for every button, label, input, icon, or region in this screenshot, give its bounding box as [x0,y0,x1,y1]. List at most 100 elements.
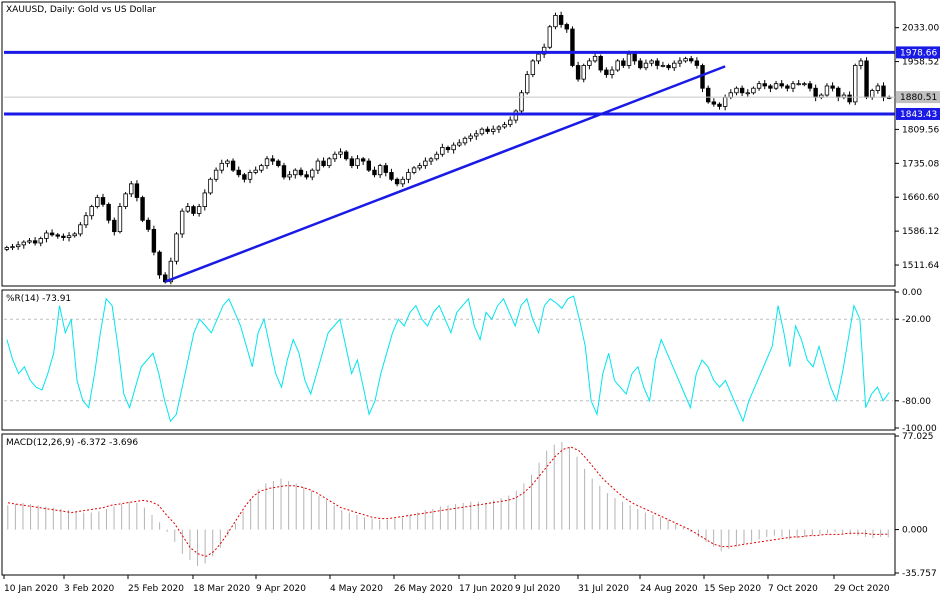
candle-body [298,169,304,176]
wr-indicator: 0.00 -20.00 -80.00 -100.00 [4,288,937,434]
x-tick-label: 7 Oct 2020 [768,584,818,594]
candle-body [406,172,411,180]
candle-body [451,144,456,151]
candle-body [411,167,417,173]
horizontal-level-tag-bg [896,46,940,59]
price-y-tick-label: 1735.08 [902,159,939,169]
candle-body [106,203,111,221]
candle-body [315,160,321,171]
candle-body [196,206,202,214]
candle-body [751,87,756,94]
candles [4,11,892,285]
candle-body [332,153,338,160]
candle-body [519,92,524,112]
horizontal-level-tag-bg [896,107,940,120]
candle-body [259,165,264,171]
candle-body [129,183,134,195]
candle-body [157,251,162,276]
macd-y-tick-label: -35.757 [902,569,937,579]
price-y-tick-label: 1958.52 [902,58,939,68]
candle-body [276,160,281,167]
x-axis-labels: 10 Jan 2020 3 Feb 2020 25 Feb 2020 18 Mar 2… [3,575,890,594]
candle-body [230,160,236,171]
candle-body [304,174,309,178]
candle-body [445,147,451,151]
price-y-tick-label: 1660.60 [902,193,939,203]
candle-body [38,238,43,244]
x-tick-label: 18 Mar 2020 [193,584,250,594]
candle-body [592,55,598,62]
macd-signal-line [7,446,889,557]
candle-body [146,219,151,230]
macd-panel-frame [1,433,896,576]
x-tick-label: 9 Apr 2020 [256,584,306,594]
candle-body [61,235,66,238]
candle-body [112,219,117,233]
x-tick-label: 26 May 2020 [394,584,453,594]
candle-body [21,241,26,246]
candle-body [66,235,72,238]
candle-body [191,206,196,214]
x-tick-label: 24 Aug 2020 [640,584,698,594]
candle-body [394,178,400,185]
candle-body [779,83,784,87]
candle-body [813,87,818,98]
candle-body [558,14,564,25]
macd-y-tick-label: 0.000 [902,526,928,536]
x-tick-label: 10 Jan 2020 [4,584,58,594]
candle-body [355,158,360,167]
candle-body [44,232,49,239]
current-price-tag-label: 1880.51 [900,93,937,103]
candle-body [72,233,77,237]
x-tick-label: 4 May 2020 [330,584,383,594]
price-y-tick-label: 1809.56 [902,125,939,135]
candle-body [338,151,343,155]
candle-body [858,60,864,66]
candle-body [547,26,553,48]
candle-body [717,103,722,107]
candle-body [253,169,258,173]
candle-body [553,14,558,28]
candle-body [462,137,468,144]
candle-body [168,260,174,283]
wr-y-tick-label: -80.00 [902,397,931,407]
candle-body [660,65,666,67]
candle-body [123,193,128,208]
candle-body [530,60,536,75]
candle-body [440,147,445,155]
candle-body [389,172,394,180]
candle-body [847,94,852,103]
candle-body [598,55,603,71]
price-y-tick-label: 2033.00 [902,24,939,34]
wr-panel-frame [1,289,896,431]
candle-body [745,92,750,95]
candle-body [349,158,355,167]
candle-body [581,65,586,80]
candle-body [666,65,671,69]
candle-body [100,197,106,205]
candle-body [49,232,55,236]
candle-body [479,128,485,135]
candle-body [457,142,462,146]
candle-body [366,160,372,171]
candle-body [672,62,677,69]
candle-body [219,162,224,171]
wr-y-tick-label: -100.00 [902,424,937,434]
wr-title: %R(14) -73.91 [6,294,71,304]
candle-body [683,58,688,62]
candle-body [773,83,779,89]
candle-body [796,83,801,86]
candle-body [604,69,609,75]
candle-body [864,60,869,98]
candle-body [621,60,626,66]
macd-y-tick-label: 77.025 [902,432,934,442]
candle-body [739,87,745,94]
candle-body [790,83,796,89]
candle-body [27,240,32,243]
candle-body [174,233,179,262]
x-tick-label: 9 Jul 2020 [515,584,560,594]
candle-body [474,133,479,137]
current-price-tag-bg [896,91,940,104]
candle-body [541,46,547,55]
